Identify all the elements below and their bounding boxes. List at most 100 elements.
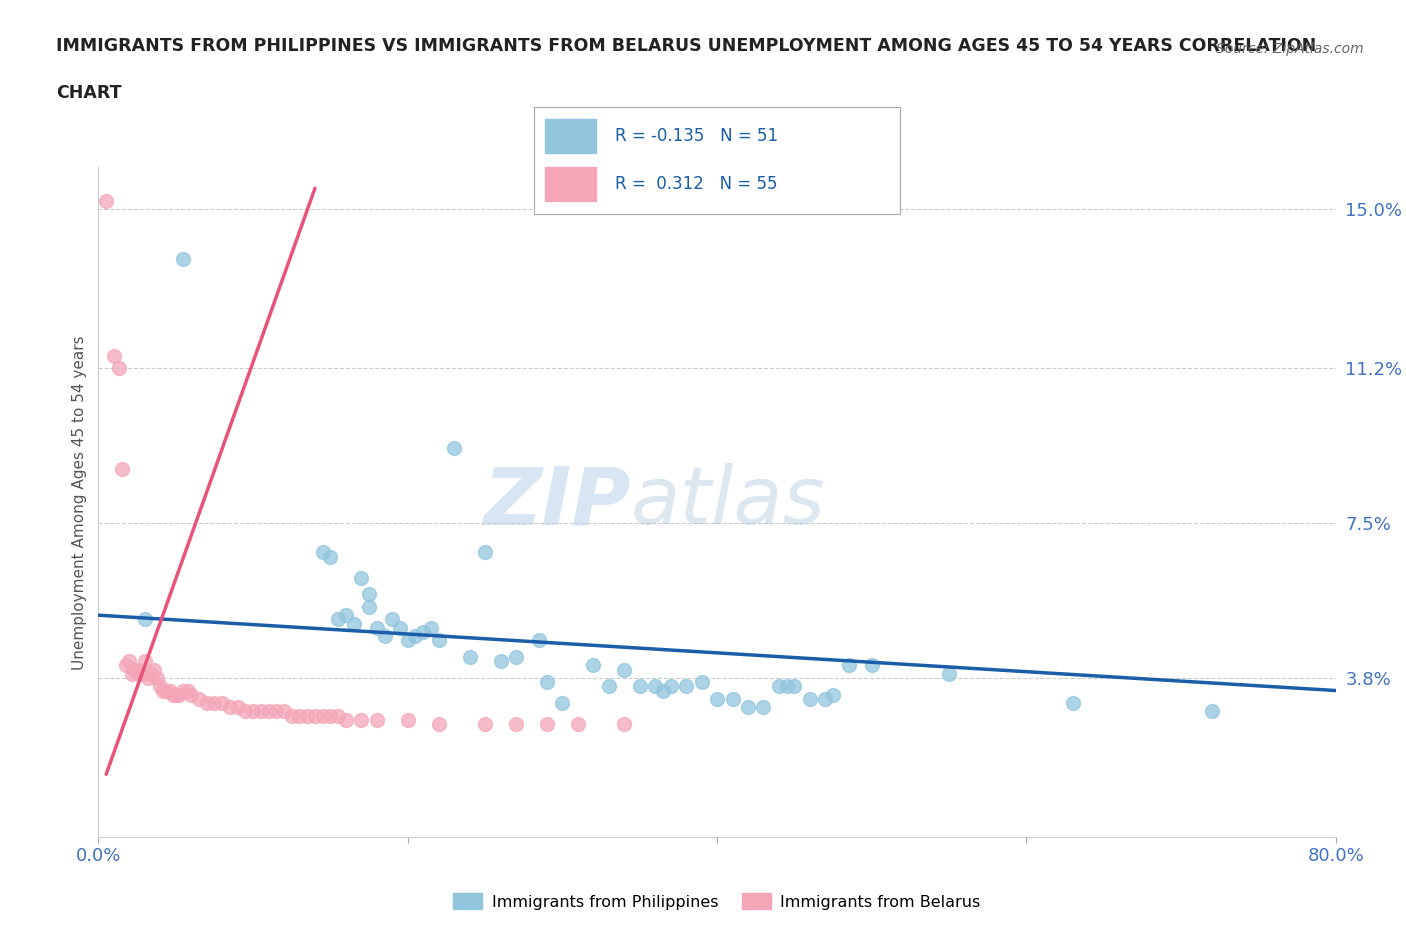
Point: [127, 662, 149, 677]
Point: [297, 709, 319, 724]
Point: [335, 608, 357, 623]
Point: [195, 696, 218, 711]
Point: [159, 683, 181, 698]
FancyBboxPatch shape: [546, 166, 596, 201]
Point: [359, 587, 381, 602]
Point: [281, 709, 304, 724]
Point: [505, 649, 527, 664]
Point: [149, 679, 172, 694]
Point: [567, 717, 589, 732]
Y-axis label: Unemployment Among Ages 45 to 54 years: Unemployment Among Ages 45 to 54 years: [72, 335, 87, 670]
Point: [319, 709, 342, 724]
Text: R = -0.135   N = 51: R = -0.135 N = 51: [614, 126, 778, 145]
Point: [1201, 704, 1223, 719]
Point: [366, 620, 388, 635]
Point: [427, 717, 450, 732]
Point: [860, 658, 883, 673]
Point: [613, 662, 636, 677]
Point: [489, 654, 512, 669]
FancyBboxPatch shape: [546, 119, 596, 153]
Point: [381, 612, 404, 627]
Point: [388, 620, 412, 635]
Point: [167, 687, 190, 702]
Point: [107, 361, 129, 376]
Point: [366, 712, 388, 727]
Point: [96, 193, 118, 208]
Point: [134, 654, 156, 669]
Point: [783, 679, 806, 694]
Point: [180, 687, 202, 702]
Point: [474, 717, 496, 732]
Point: [536, 675, 558, 690]
Point: [335, 712, 357, 727]
Point: [257, 704, 280, 719]
Point: [250, 704, 273, 719]
Point: [343, 617, 366, 631]
Point: [235, 704, 257, 719]
Point: [474, 545, 496, 560]
Point: [814, 692, 837, 707]
Point: [938, 666, 960, 681]
Point: [405, 629, 427, 644]
Text: Source: ZipAtlas.com: Source: ZipAtlas.com: [1216, 42, 1364, 56]
Point: [273, 704, 295, 719]
Point: [628, 679, 651, 694]
Point: [350, 712, 373, 727]
Point: [111, 461, 132, 476]
Point: [121, 666, 143, 681]
Point: [652, 683, 675, 698]
Point: [136, 671, 159, 685]
Point: [288, 709, 311, 724]
Text: CHART: CHART: [56, 84, 122, 101]
Point: [131, 666, 153, 681]
Point: [188, 692, 211, 707]
Point: [118, 654, 141, 669]
Point: [776, 679, 799, 694]
Point: [177, 683, 200, 698]
Point: [103, 349, 125, 364]
Point: [155, 683, 177, 698]
Point: [264, 704, 288, 719]
Point: [838, 658, 860, 673]
Point: [1062, 696, 1084, 711]
Text: R =  0.312   N = 55: R = 0.312 N = 55: [614, 175, 778, 193]
Point: [312, 545, 335, 560]
Point: [427, 632, 450, 647]
Point: [768, 679, 790, 694]
Text: atlas: atlas: [630, 463, 825, 541]
Point: [172, 252, 194, 267]
Point: [737, 700, 759, 715]
Point: [374, 629, 396, 644]
Point: [613, 717, 636, 732]
Point: [706, 692, 728, 707]
Point: [172, 683, 194, 698]
Point: [162, 687, 184, 702]
Point: [721, 692, 744, 707]
Point: [659, 679, 682, 694]
Point: [799, 692, 821, 707]
Point: [326, 612, 350, 627]
Point: [204, 696, 226, 711]
Point: [326, 709, 350, 724]
Point: [242, 704, 264, 719]
Point: [359, 600, 381, 615]
Point: [821, 687, 844, 702]
Point: [143, 662, 166, 677]
Point: [551, 696, 574, 711]
Point: [582, 658, 605, 673]
Point: [115, 658, 138, 673]
Point: [211, 696, 233, 711]
Point: [396, 712, 419, 727]
Point: [505, 717, 527, 732]
Text: IMMIGRANTS FROM PHILIPPINES VS IMMIGRANTS FROM BELARUS UNEMPLOYMENT AMONG AGES 4: IMMIGRANTS FROM PHILIPPINES VS IMMIGRANT…: [56, 37, 1316, 55]
Point: [536, 717, 558, 732]
Point: [165, 687, 187, 702]
Point: [350, 570, 373, 585]
Point: [458, 649, 481, 664]
Point: [690, 675, 713, 690]
Point: [146, 671, 169, 685]
Point: [122, 662, 145, 677]
Point: [312, 709, 335, 724]
Point: [304, 709, 326, 724]
Point: [675, 679, 697, 694]
